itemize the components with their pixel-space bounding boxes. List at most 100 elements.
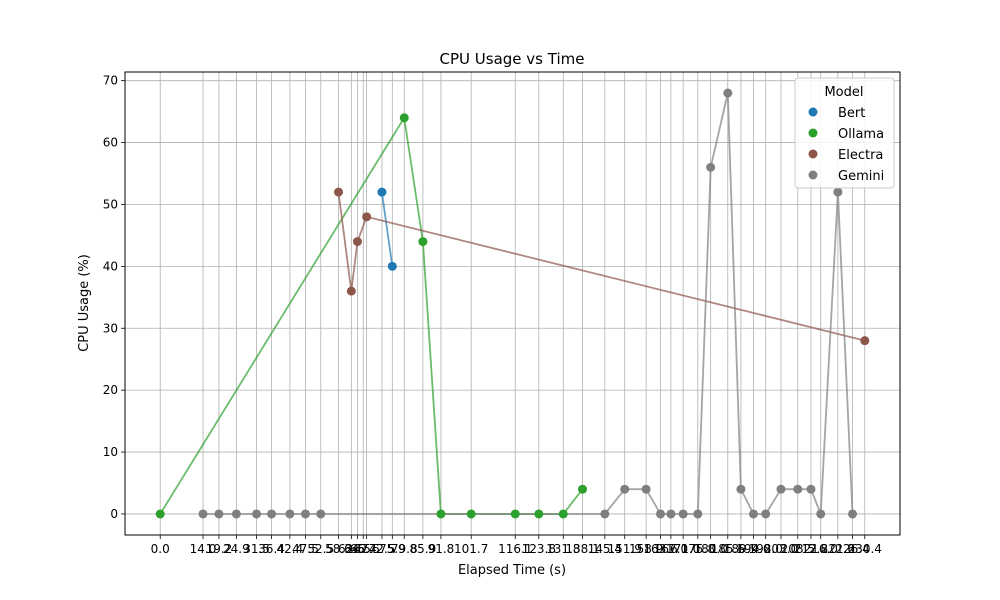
x-tick-label: 42.4 xyxy=(277,542,304,556)
data-point-ollama xyxy=(436,509,446,519)
y-tick-label: 10 xyxy=(103,445,118,459)
x-tick-label: 58.3 xyxy=(325,542,352,556)
x-tick-label: 226.4 xyxy=(835,542,869,556)
x-tick-label: 91.8 xyxy=(428,542,455,556)
x-tick-label: 19.2 xyxy=(206,542,233,556)
x-tick-label: 66.4 xyxy=(350,542,377,556)
x-tick-label: 85.9 xyxy=(410,542,437,556)
x-tick-label: 145.4 xyxy=(588,542,622,556)
data-point-gemini xyxy=(267,509,277,519)
legend: Model Bert Ollama Electra Gemini xyxy=(794,77,895,189)
data-point-ollama xyxy=(155,509,165,519)
data-point-bert xyxy=(387,261,397,271)
legend-box xyxy=(794,77,895,189)
series-line-gemini xyxy=(203,92,854,515)
x-tick-label: 131.8 xyxy=(546,542,580,556)
plot-frame xyxy=(124,71,901,536)
data-point-gemini xyxy=(252,509,262,519)
data-point-gemini xyxy=(833,187,843,197)
data-point-ollama xyxy=(558,509,568,519)
data-point-gemini xyxy=(693,509,703,519)
x-tick-label: 24.9 xyxy=(223,542,250,556)
x-tick-label: 221.6 xyxy=(821,542,855,556)
series-points xyxy=(155,88,870,519)
x-tick-label: 163.6 xyxy=(643,542,677,556)
grid xyxy=(125,72,900,535)
x-axis-label: Elapsed Time (s) xyxy=(458,563,566,578)
x-tick-label: 212.8 xyxy=(794,542,828,556)
x-tick-label: 230.4 xyxy=(848,542,882,556)
data-point-gemini xyxy=(285,509,295,519)
x-tick-label: 198.0 xyxy=(749,542,783,556)
x-tick-label: 72.5 xyxy=(369,542,396,556)
data-point-gemini xyxy=(806,484,816,494)
y-axis-ticks: 0 10 20 30 40 50 60 70 xyxy=(103,74,125,521)
legend-label-bert: Bert xyxy=(838,106,865,121)
legend-marker-bert xyxy=(808,107,818,117)
data-point-ollama xyxy=(510,509,520,519)
y-tick-label: 40 xyxy=(103,259,118,273)
data-point-gemini xyxy=(793,484,803,494)
data-point-gemini xyxy=(736,484,746,494)
x-tick-label: 138.1 xyxy=(565,542,599,556)
legend-items: Bert Ollama Electra Gemini xyxy=(808,106,884,184)
data-point-electra xyxy=(346,286,356,296)
data-point-gemini xyxy=(300,509,310,519)
x-tick-label: 158.9 xyxy=(629,542,663,556)
data-point-gemini xyxy=(620,484,630,494)
x-tick-label: 185.6 xyxy=(711,542,745,556)
data-point-ollama xyxy=(466,509,476,519)
y-tick-label: 30 xyxy=(103,321,118,335)
x-tick-label: 79.8 xyxy=(391,542,418,556)
x-tick-label: 101.7 xyxy=(454,542,488,556)
data-point-electra xyxy=(334,187,344,197)
data-point-gemini xyxy=(316,509,326,519)
legend-marker-ollama xyxy=(808,128,818,138)
data-point-gemini xyxy=(848,509,858,519)
x-tick-label: 116.1 xyxy=(498,542,532,556)
x-tick-label: 151.9 xyxy=(608,542,642,556)
y-tick-label: 50 xyxy=(103,197,118,211)
y-tick-label: 60 xyxy=(103,136,118,150)
data-point-gemini xyxy=(723,88,733,98)
x-tick-label: 189.9 xyxy=(724,542,758,556)
x-tick-label: 194.0 xyxy=(736,542,770,556)
x-tick-label: 208.5 xyxy=(781,542,815,556)
x-axis-ticks: 0.0 14.019.224.931.536.442.447.552.558.36… xyxy=(151,535,882,556)
data-point-ollama xyxy=(399,113,409,123)
x-tick-label: 14.0 xyxy=(190,542,217,556)
x-tick-label: 123.8 xyxy=(522,542,556,556)
x-tick-label: 180.0 xyxy=(693,542,727,556)
chart-title: CPU Usage vs Time xyxy=(440,50,585,68)
data-point-gemini xyxy=(678,509,688,519)
data-point-electra xyxy=(352,237,362,247)
legend-label-electra: Electra xyxy=(838,148,883,163)
legend-title: Model xyxy=(824,85,863,100)
data-point-gemini xyxy=(198,509,208,519)
data-point-gemini xyxy=(656,509,666,519)
legend-label-ollama: Ollama xyxy=(838,127,884,142)
x-tick-label: 36.4 xyxy=(258,542,285,556)
x-tick-label: 62.5 xyxy=(338,542,365,556)
x-tick-label: 67.5 xyxy=(353,542,380,556)
data-point-gemini xyxy=(600,509,610,519)
data-point-gemini xyxy=(231,509,241,519)
series-line-bert xyxy=(381,191,394,267)
x-tick-label: 47.5 xyxy=(292,542,319,556)
x-tick-label: 75.9 xyxy=(379,542,406,556)
data-point-ollama xyxy=(578,484,588,494)
data-point-electra xyxy=(860,336,870,346)
x-tick-label: 216.0 xyxy=(804,542,838,556)
x-tick-label: 171.0 xyxy=(666,542,700,556)
data-point-gemini xyxy=(641,484,651,494)
data-point-gemini xyxy=(761,509,771,519)
y-tick-label: 20 xyxy=(103,383,118,397)
legend-marker-electra xyxy=(808,149,818,159)
legend-marker-gemini xyxy=(808,170,818,180)
data-point-ollama xyxy=(534,509,544,519)
x-tick-label: 64.5 xyxy=(344,542,371,556)
x-tick-label: 52.5 xyxy=(307,542,334,556)
series-lines xyxy=(159,92,866,515)
x-tick-label: 203.0 xyxy=(764,542,798,556)
data-point-gemini xyxy=(816,509,826,519)
